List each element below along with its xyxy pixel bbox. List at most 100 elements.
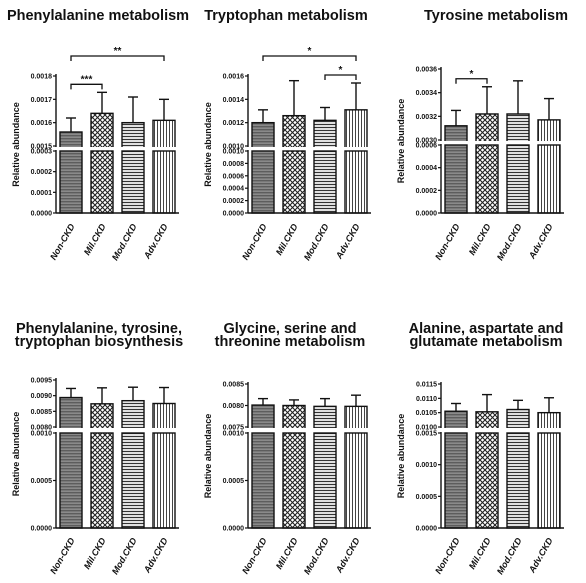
category-label: Mod.CKD <box>302 536 331 576</box>
category-label: Mil.CKD <box>467 222 493 257</box>
bar-upper-non-ckd <box>59 396 83 430</box>
bar-upper-mil-ckd <box>90 112 114 149</box>
y-tick-label: 0.0000 <box>31 526 53 533</box>
significance-bracket <box>70 55 165 61</box>
y-tick-label: 0.0014 <box>223 97 245 104</box>
bar-lower-mil-ckd <box>90 432 114 529</box>
bar-upper-mil-ckd <box>475 411 499 430</box>
category-label: Mil.CKD <box>82 536 108 571</box>
bar-lower-mod-ckd <box>313 150 337 214</box>
bar-upper-adv-ckd <box>537 411 561 430</box>
bar-lower-non-ckd <box>59 432 83 529</box>
y-tick-label: 0.0080 <box>223 403 245 410</box>
category-label: Adv.CKD <box>333 222 362 262</box>
bar-upper-non-ckd <box>251 404 275 430</box>
y-axis-title: Relative abundance <box>396 414 406 499</box>
y-tick-label: 0.0006 <box>416 143 438 150</box>
y-tick-label: 0.0000 <box>416 526 438 533</box>
axis-break-gap <box>435 428 566 432</box>
y-tick-label: 0.0002 <box>223 198 245 205</box>
significance-bracket <box>70 83 103 90</box>
chart-panel-1: Phenylalanine metabolism 0.0015 0.0016 0.00… <box>7 8 189 262</box>
bar-lower-adv-ckd <box>152 432 176 529</box>
bar-upper-mil-ckd <box>90 403 114 430</box>
bar-lower-non-ckd <box>444 432 468 529</box>
y-tick-label: 0.0005 <box>416 494 438 501</box>
y-tick-label: 0.0015 <box>31 144 53 151</box>
y-tick-label: 0.0002 <box>416 188 438 195</box>
category-label: Mod.CKD <box>495 222 524 262</box>
bar-upper-non-ckd <box>251 121 275 149</box>
significance-label: *** <box>81 74 93 85</box>
bar-upper-non-ckd <box>444 410 468 430</box>
y-tick-label: 0.0018 <box>31 74 53 81</box>
bar-upper-mod-ckd <box>506 113 530 143</box>
axis-break-gap <box>242 147 373 150</box>
y-tick-label: 0.0085 <box>31 409 53 416</box>
category-label: Non-CKD <box>240 222 269 262</box>
y-tick-label: 0.0090 <box>31 393 53 400</box>
bar-upper-adv-ckd <box>152 402 176 430</box>
axis-break-gap <box>50 428 181 432</box>
bar-lower-mod-ckd <box>506 432 530 529</box>
category-label: Non-CKD <box>433 536 462 576</box>
category-label: Mil.CKD <box>82 222 108 257</box>
y-tick-label: 0.0000 <box>31 211 53 218</box>
y-tick-label: 0.0075 <box>223 425 245 432</box>
chart-title: threonine metabolism <box>215 334 366 350</box>
bar-lower-mod-ckd <box>121 150 145 214</box>
bar-lower-adv-ckd <box>152 150 176 214</box>
y-axis-title: Relative abundance <box>11 102 21 187</box>
bar-upper-adv-ckd <box>344 405 368 430</box>
y-tick-label: 0.0005 <box>223 478 245 485</box>
bar-upper-mod-ckd <box>313 119 337 149</box>
y-tick-label: 0.0004 <box>416 165 438 172</box>
category-label: Adv.CKD <box>333 536 362 576</box>
chart-panel-3: Tyrosine metabolism 0.0030 0.0032 0.0034 0.0… <box>396 8 568 262</box>
bar-lower-mil-ckd <box>90 150 114 214</box>
significance-label: * <box>470 69 474 80</box>
y-tick-label: 0.0032 <box>416 114 438 121</box>
y-tick-label: 0.0010 <box>416 462 438 469</box>
bar-upper-mod-ckd <box>313 405 337 430</box>
y-tick-label: 0.0016 <box>223 74 245 81</box>
bar-lower-non-ckd <box>251 150 275 214</box>
y-tick-label: 0.0008 <box>223 161 245 168</box>
bar-lower-mod-ckd <box>121 432 145 529</box>
y-tick-label: 0.0034 <box>416 90 438 97</box>
bar-upper-mod-ckd <box>506 408 530 430</box>
category-label: Mil.CKD <box>467 536 493 571</box>
y-tick-label: 0.0100 <box>416 425 438 432</box>
y-tick-label: 0.0012 <box>223 120 245 127</box>
chart-title: tryptophan biosynthesis <box>15 334 183 350</box>
y-tick-label: 0.0010 <box>223 431 245 438</box>
bar-lower-mod-ckd <box>506 144 530 214</box>
y-tick-label: 0.0110 <box>416 396 437 403</box>
category-label: Adv.CKD <box>141 222 170 262</box>
chart-title: Tryptophan metabolism <box>204 8 368 24</box>
bar-lower-non-ckd <box>59 150 83 214</box>
bar-lower-adv-ckd <box>537 144 561 214</box>
bar-upper-adv-ckd <box>344 109 368 149</box>
y-tick-label: 0.0080 <box>31 425 53 432</box>
y-axis-title: Relative abundance <box>203 102 213 187</box>
bar-lower-mod-ckd <box>313 432 337 529</box>
chart-title: glutamate metabolism <box>409 334 562 350</box>
category-label: Non-CKD <box>240 536 269 576</box>
significance-label: * <box>339 65 343 76</box>
y-tick-label: 0.0105 <box>416 410 438 417</box>
category-label: Mod.CKD <box>495 536 524 576</box>
y-tick-label: 0.0095 <box>31 378 53 385</box>
category-label: Adv.CKD <box>141 536 170 576</box>
bar-lower-adv-ckd <box>344 432 368 529</box>
bar-lower-non-ckd <box>444 144 468 214</box>
y-tick-label: 0.0003 <box>31 149 53 156</box>
bar-lower-mil-ckd <box>475 144 499 214</box>
category-label: Mod.CKD <box>302 222 331 262</box>
y-tick-label: 0.0002 <box>31 169 53 176</box>
y-tick-label: 0.0030 <box>416 138 438 145</box>
bar-lower-non-ckd <box>251 432 275 529</box>
